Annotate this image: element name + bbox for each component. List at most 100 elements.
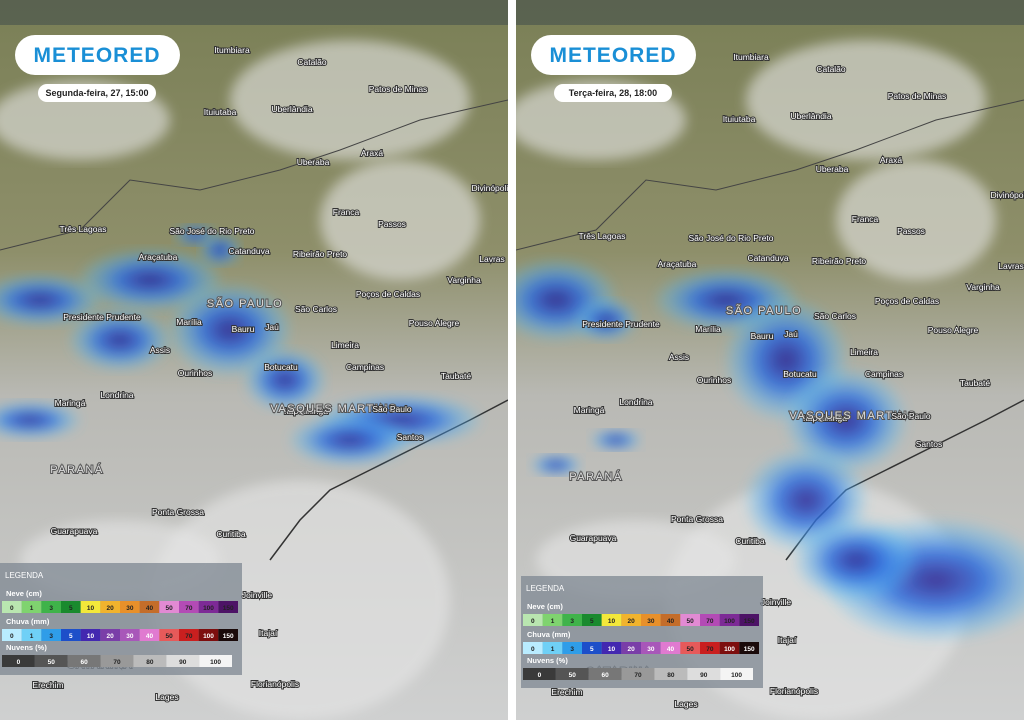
- rain-area: [70, 310, 170, 370]
- legend-step: 20: [107, 633, 115, 640]
- legend-swatch: [120, 601, 140, 613]
- legend-step: 20: [628, 646, 636, 653]
- place-label: Ponta Grossa: [152, 507, 204, 517]
- legend-step: 0: [10, 633, 14, 640]
- legend-swatch: [67, 655, 101, 667]
- legend-step: 50: [166, 605, 174, 612]
- rain-area: [170, 285, 290, 375]
- legend-row-label: Chuva (mm): [6, 617, 50, 626]
- place-label: Itumbiara: [214, 45, 250, 55]
- legend-step: 90: [700, 672, 708, 679]
- legend-swatch: [687, 668, 721, 680]
- place-label: Limeira: [850, 347, 878, 357]
- place-label: Três Lagoas: [579, 231, 626, 241]
- legend-step: 0: [531, 646, 535, 653]
- legend-swatch: [641, 614, 661, 626]
- place-label: Itapetininga: [284, 406, 328, 416]
- place-label: Florianópolis: [770, 686, 818, 696]
- legend-swatch: [680, 642, 700, 654]
- place-label: Catanduva: [228, 246, 269, 256]
- legend-swatch: [34, 655, 68, 667]
- legend-swatch: [133, 655, 167, 667]
- legend-swatch: [41, 629, 61, 641]
- legend-swatch: [719, 614, 740, 626]
- place-label: Marília: [176, 317, 202, 327]
- place-label: Passos: [378, 219, 406, 229]
- legend-step: 60: [602, 672, 610, 679]
- legend-swatch: [2, 655, 35, 667]
- legend-step: 10: [87, 605, 95, 612]
- place-label: São Paulo: [372, 404, 411, 414]
- cloud: [230, 40, 470, 160]
- legend-step: 10: [608, 618, 616, 625]
- legend-step: 1: [30, 605, 34, 612]
- legend-step: 70: [185, 605, 193, 612]
- place-label: Campinas: [865, 369, 903, 379]
- rain-area: [80, 250, 220, 310]
- place-label: Taubaté: [441, 371, 472, 381]
- place-label: Maringá: [55, 398, 86, 408]
- timestamp: Segunda-feira, 27, 15:00: [45, 88, 148, 98]
- place-label: Erechim: [32, 680, 63, 690]
- legend-step: 1: [551, 618, 555, 625]
- legend-swatch: [523, 668, 556, 680]
- legend-step: 100: [203, 605, 214, 612]
- legend-step: 100: [731, 672, 742, 679]
- place-label: Pouso Alegre: [928, 325, 979, 335]
- place-label: Passos: [897, 226, 925, 236]
- place-label: PARANÁ: [50, 463, 103, 476]
- cloud: [320, 160, 480, 280]
- legend-step: 40: [146, 605, 154, 612]
- legend-step: 150: [744, 618, 755, 625]
- legend-swatch: [601, 614, 622, 626]
- place-label: Curitiba: [216, 529, 246, 539]
- legend-swatch: [159, 601, 179, 613]
- rain-area: [200, 235, 240, 265]
- legend-step: 1: [30, 633, 34, 640]
- legend-step: 70: [634, 672, 642, 679]
- legend-step: 50: [166, 633, 174, 640]
- legend-title: LEGENDA: [5, 571, 44, 580]
- legend-step: 3: [570, 618, 574, 625]
- legend-step: 70: [706, 618, 714, 625]
- legend-swatch: [654, 668, 688, 680]
- legend-step: 70: [113, 659, 121, 666]
- logo-pill: [15, 35, 180, 75]
- legend-swatch: [139, 629, 160, 641]
- place-label: Ribeirão Preto: [812, 256, 867, 266]
- place-label: Presidente Prudente: [582, 319, 660, 329]
- legend-step: 0: [17, 659, 21, 666]
- legend-swatch: [21, 629, 42, 641]
- legend-row-label: Nuvens (%): [527, 656, 568, 665]
- place-label: Catalão: [297, 57, 327, 67]
- legend-step: 0: [538, 672, 542, 679]
- place-label: Itapetininga: [803, 413, 847, 423]
- legend-step: 50: [48, 659, 56, 666]
- legend-swatch: [621, 668, 655, 680]
- place-label: Araçatuba: [139, 252, 178, 262]
- legend-step: 50: [687, 618, 695, 625]
- legend-step: 3: [49, 633, 53, 640]
- legend-step: 80: [667, 672, 675, 679]
- place-label: Campinas: [346, 362, 384, 372]
- place-label: Lavras: [998, 261, 1024, 271]
- place-label: Ribeirão Preto: [293, 249, 348, 259]
- legend-step: 40: [667, 618, 675, 625]
- place-label: Lavras: [479, 254, 505, 264]
- place-label: Divinópolis: [471, 183, 508, 193]
- rain-area: [245, 350, 325, 410]
- place-label: Catalão: [816, 64, 846, 74]
- legend-swatch: [100, 629, 120, 641]
- legend-step: 40: [667, 646, 675, 653]
- legend-swatch: [80, 601, 101, 613]
- legend-step: 70: [706, 646, 714, 653]
- legend-swatch: [562, 614, 582, 626]
- place-label: Bauru: [751, 331, 774, 341]
- place-label: São Carlos: [814, 311, 856, 321]
- legend-row-label: Chuva (mm): [527, 630, 571, 639]
- rain-area: [576, 300, 636, 340]
- place-label: Taubaté: [960, 378, 991, 388]
- place-label: Uberaba: [816, 164, 849, 174]
